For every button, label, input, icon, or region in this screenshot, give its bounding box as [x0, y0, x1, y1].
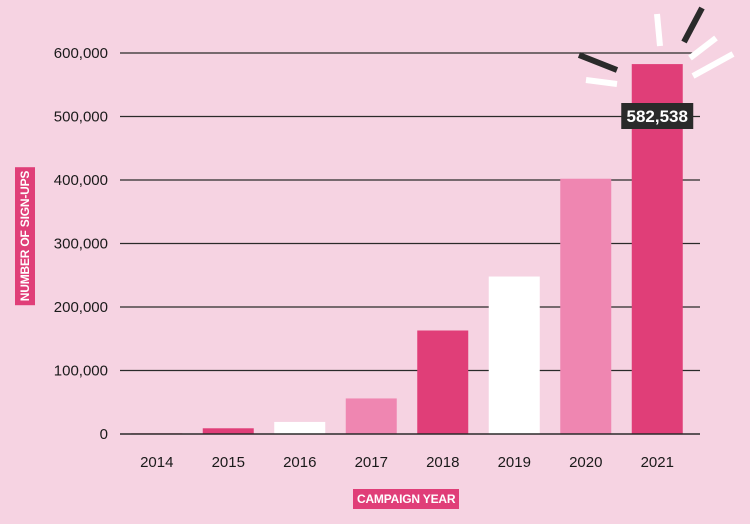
x-axis-title: CAMPAIGN YEAR	[353, 489, 460, 509]
bar-2019	[488, 276, 540, 434]
x-tick-label: 2018	[426, 454, 459, 471]
burst-stroke	[688, 35, 718, 61]
bar-2016	[274, 421, 326, 434]
x-tick-label: 2016	[283, 454, 316, 471]
value-badge-label: 582,538	[627, 107, 688, 126]
burst-stroke	[681, 6, 705, 44]
x-tick-label: 2021	[641, 454, 674, 471]
bar-2015	[202, 428, 254, 434]
bar-2020	[560, 178, 612, 434]
burst-stroke	[654, 13, 663, 47]
burst-stroke	[585, 77, 618, 87]
x-tick-label: 2019	[498, 454, 531, 471]
value-badge	[621, 103, 694, 129]
y-axis-title: NUMBER OF SIGN-UPS	[15, 166, 35, 306]
y-tick-label: 200,000	[54, 299, 108, 316]
bar-2018	[417, 330, 469, 434]
y-tick-label: 400,000	[54, 172, 108, 189]
x-tick-label: 2017	[355, 454, 388, 471]
y-tick-label: 600,000	[54, 45, 108, 62]
y-tick-label: 300,000	[54, 236, 108, 253]
x-tick-label: 2015	[212, 454, 245, 471]
burst-stroke	[577, 52, 619, 73]
burst-stroke	[691, 51, 735, 79]
y-tick-label: 0	[100, 426, 108, 443]
y-tick-label: 500,000	[54, 109, 108, 126]
y-tick-label: 100,000	[54, 363, 108, 380]
bar-2017	[345, 398, 397, 434]
x-tick-label: 2014	[140, 454, 173, 471]
x-tick-label: 2020	[569, 454, 602, 471]
